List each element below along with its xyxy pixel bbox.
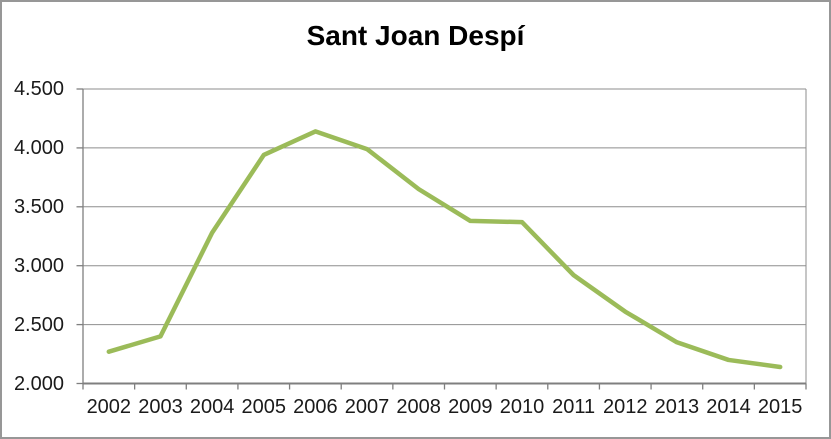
x-axis-tick-label: 2006 [293, 396, 338, 418]
x-axis-tick-label: 2002 [86, 396, 132, 418]
y-axis-tick-label: 4.000 [13, 136, 64, 159]
y-axis-tick-label: 3.000 [13, 254, 64, 277]
x-axis-tick-label: 2008 [396, 396, 441, 418]
y-axis-tick-label: 2.000 [13, 372, 64, 395]
x-axis-tick-label: 2015 [757, 396, 803, 418]
chart-title: Sant Joan Despí [306, 20, 525, 51]
y-axis-tick-label: 3.500 [13, 195, 64, 218]
x-axis-tick-label: 2014 [706, 396, 751, 418]
x-axis-tick-label: 2011 [552, 396, 596, 418]
x-axis-tick-label: 2010 [499, 396, 545, 418]
x-axis-tick-label: 2005 [241, 396, 287, 418]
x-axis-tick-label: 2012 [603, 396, 648, 418]
y-axis-tick-label: 4.500 [13, 78, 64, 100]
x-axis-tick-label: 2004 [189, 396, 235, 418]
x-axis-tick-label: 2003 [138, 396, 183, 418]
x-axis-tick-label: 2009 [448, 396, 493, 418]
x-axis-tick-label: 2007 [344, 396, 390, 418]
y-axis-tick-label: 2.500 [13, 313, 64, 336]
data-line-sant-joan-despí [106, 129, 783, 370]
x-axis-tick-label: 2013 [654, 396, 700, 418]
